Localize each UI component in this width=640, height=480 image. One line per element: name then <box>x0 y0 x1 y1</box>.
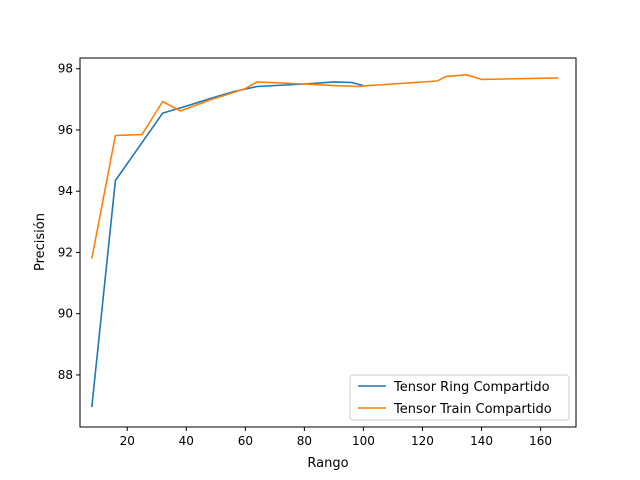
x-tick-label: 80 <box>297 434 312 448</box>
x-tick-label: 20 <box>120 434 135 448</box>
y-tick-label: 90 <box>58 307 73 321</box>
y-tick-label: 98 <box>58 62 73 76</box>
x-tick-label: 40 <box>179 434 194 448</box>
legend-label-tensor-train: Tensor Train Compartido <box>393 402 552 417</box>
y-axis-label: Precisión <box>33 213 48 271</box>
x-tick-label: 60 <box>238 434 253 448</box>
y-tick-label: 92 <box>58 245 73 259</box>
x-axis-label: Rango <box>307 456 348 471</box>
y-tick-label: 94 <box>58 184 73 198</box>
x-tick-label: 100 <box>352 434 375 448</box>
legend-box <box>349 374 570 421</box>
x-tick-label: 120 <box>411 434 434 448</box>
legend-label-tensor-ring: Tensor Ring Compartido <box>393 380 550 395</box>
legend: Tensor Ring Compartido Tensor Train Comp… <box>349 374 570 421</box>
series-layer <box>91 74 559 408</box>
y-tick-label: 96 <box>58 123 73 137</box>
y-axis-ticks: 88 90 92 94 96 98 <box>58 62 80 382</box>
x-tick-label: 160 <box>529 434 552 448</box>
y-tick-label: 88 <box>58 368 73 382</box>
x-tick-label: 140 <box>470 434 493 448</box>
series-line-tensor-train <box>91 74 559 259</box>
plot-frame <box>79 57 577 428</box>
x-axis-ticks: 20 40 60 80 100 120 140 160 <box>120 427 552 448</box>
